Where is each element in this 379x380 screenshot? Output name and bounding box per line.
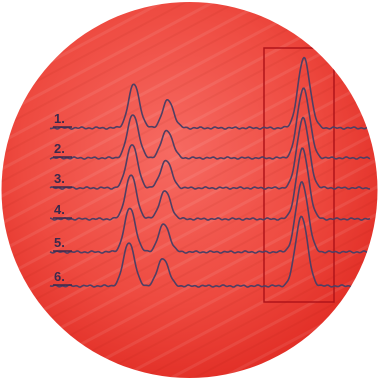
highlight-box	[263, 47, 335, 303]
trace	[49, 215, 371, 288]
trace	[49, 147, 371, 221]
trace-label: 4.	[54, 202, 65, 217]
traces: 1. 2. 3. 4. 5. 6.	[49, 56, 371, 288]
trace	[49, 87, 371, 160]
trace-label: 6.	[54, 269, 65, 284]
trace	[49, 56, 371, 130]
trace-label: 2.	[54, 141, 65, 156]
trace-label: 3.	[54, 171, 65, 186]
trace-label: 1.	[54, 111, 65, 126]
trace	[49, 181, 371, 254]
trace-label: 5.	[54, 235, 65, 250]
trace	[49, 116, 371, 190]
